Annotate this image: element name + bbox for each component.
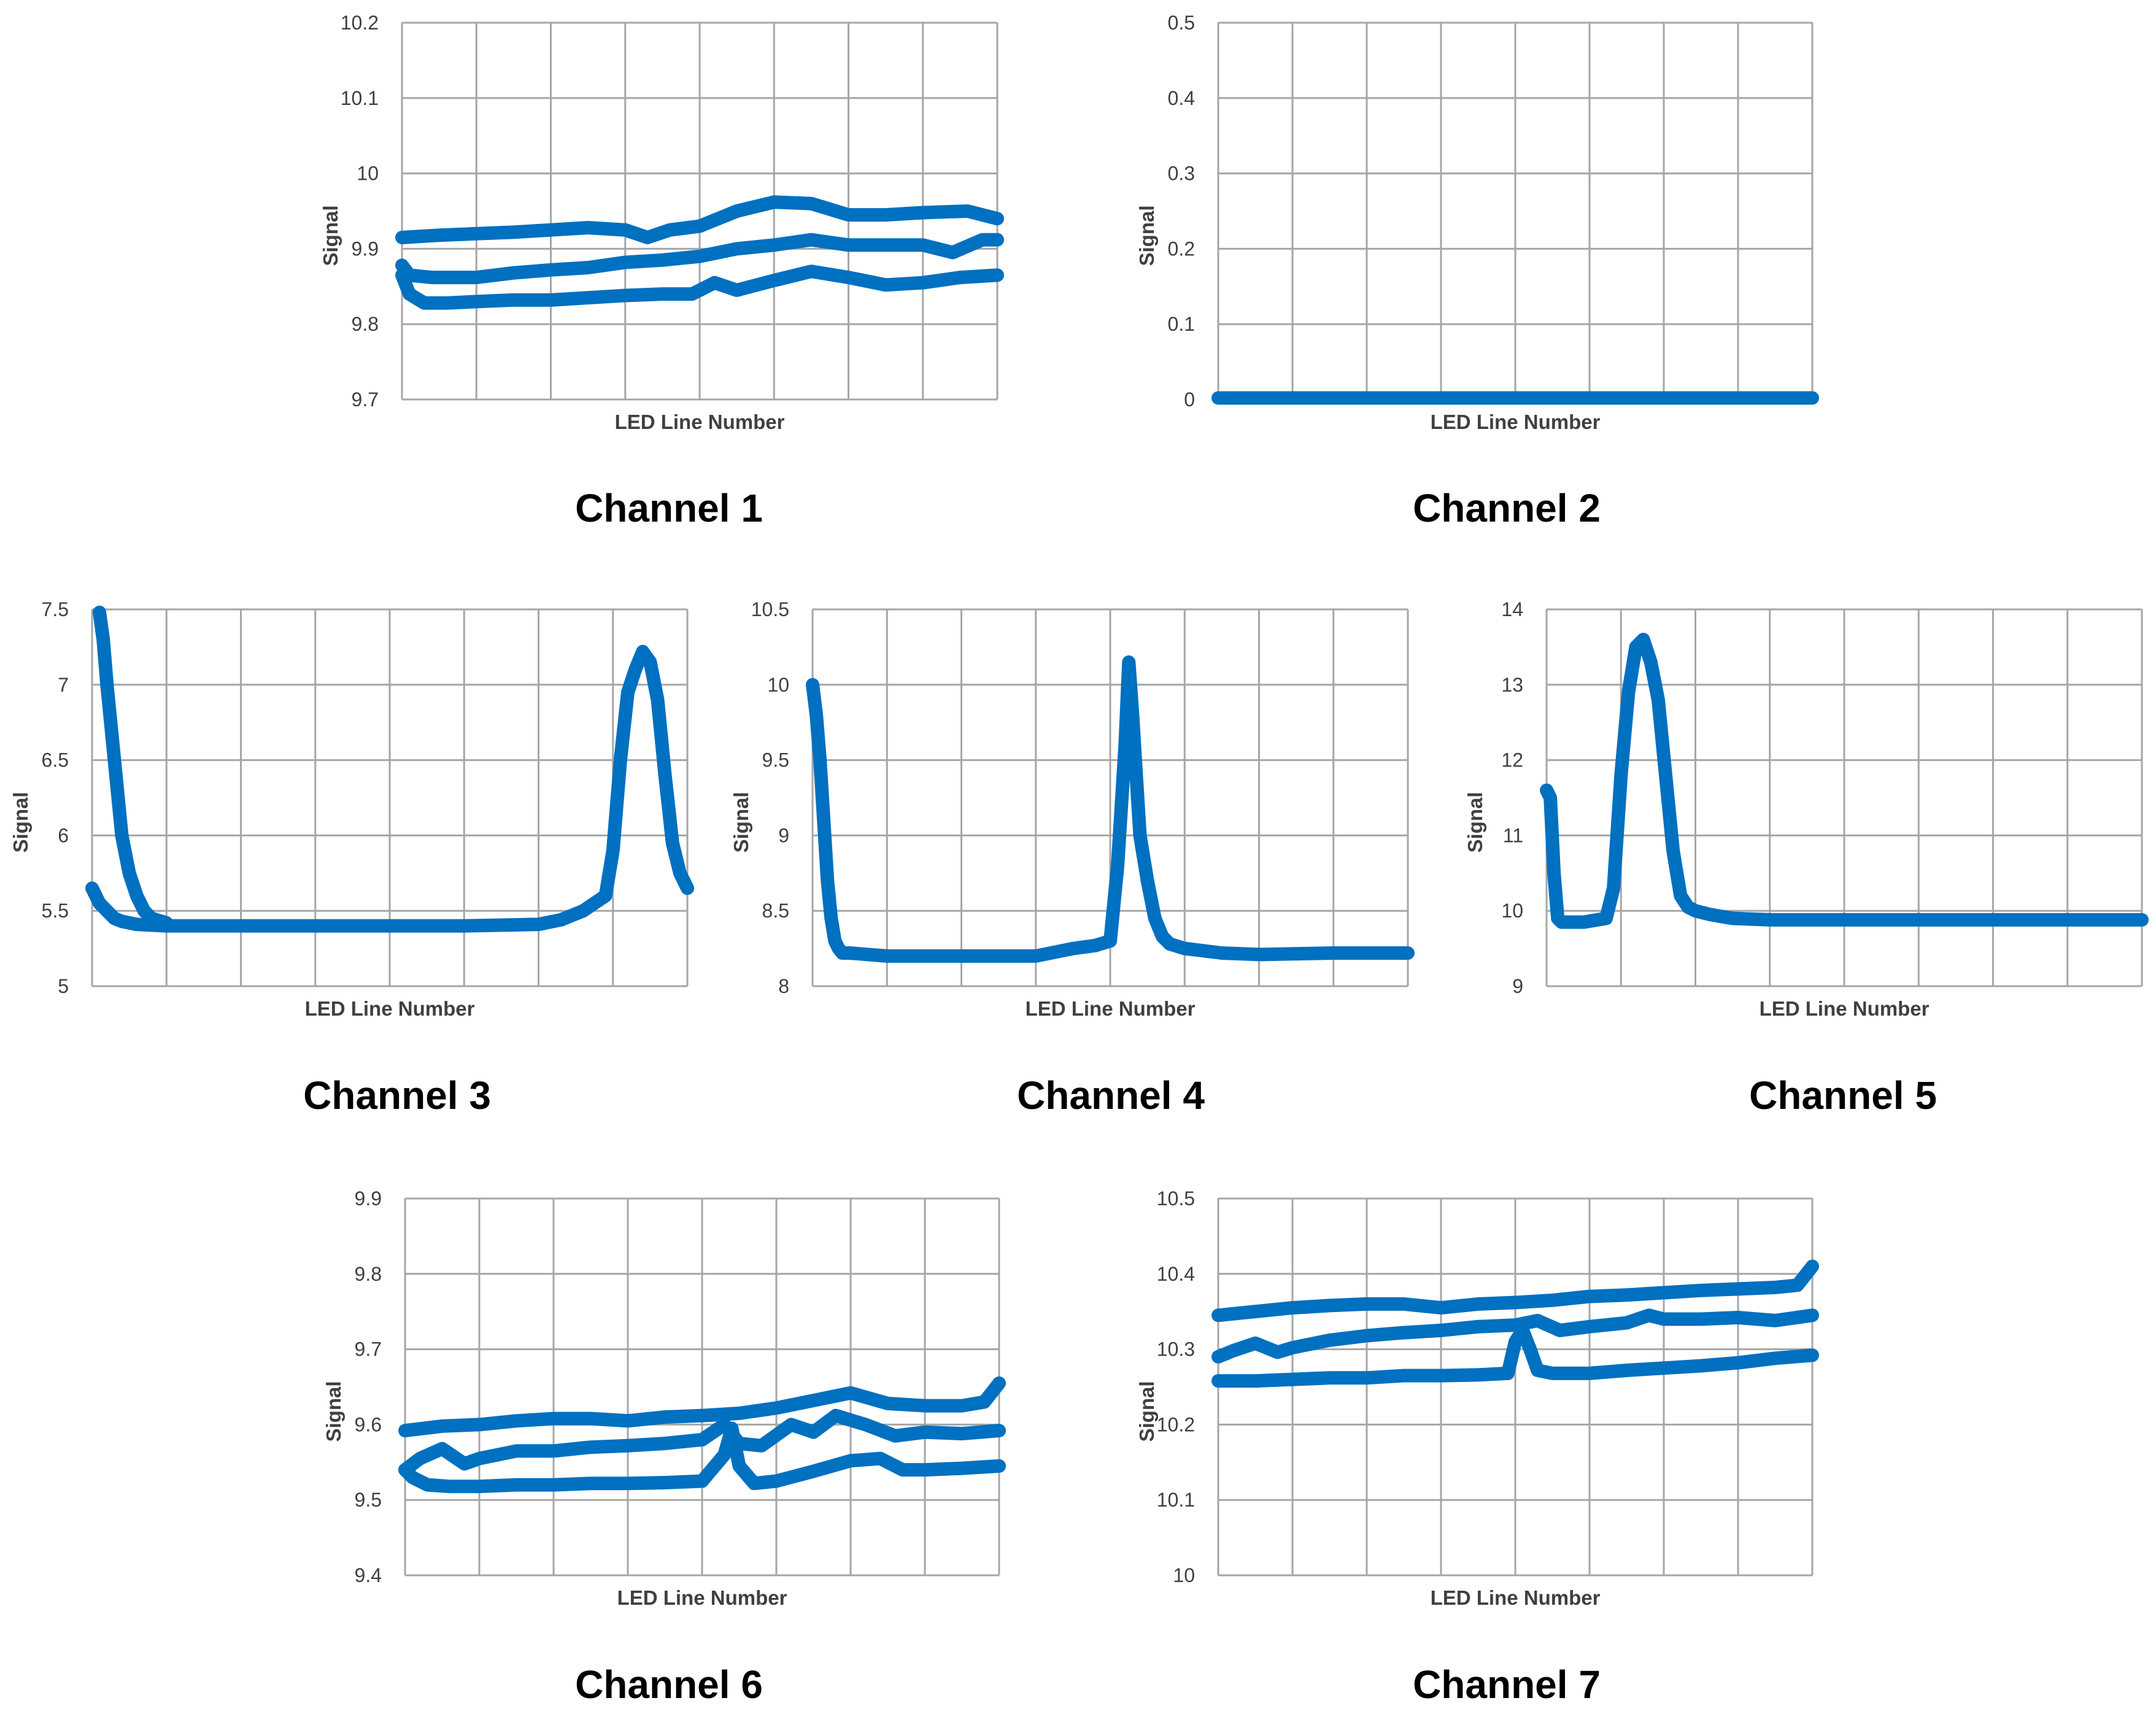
chart-caption: Channel 3: [303, 1073, 491, 1118]
chart-4: 8 8.5 9 9.5 10 10.5 LED Line Number Signal Chann…: [730, 598, 1415, 1118]
y-tick-label: 11: [1503, 824, 1523, 846]
y-tick-label: 0.5: [1168, 12, 1195, 34]
y-tick-label: 6.5: [42, 749, 69, 771]
y-tick-label: 9: [778, 824, 789, 846]
y-tick-label: 10.1: [1157, 1489, 1195, 1511]
y-tick-label: 0.3: [1168, 163, 1195, 185]
chart-caption: Channel 1: [575, 486, 763, 530]
y-tick-label: 12: [1501, 749, 1523, 771]
series-line-signal: [1540, 633, 2149, 929]
series-line-middle: [1211, 1308, 1819, 1364]
y-tick-label: 10: [767, 674, 789, 696]
y-tick-label: 9.8: [355, 1263, 382, 1285]
y-tick-label: 10: [357, 163, 379, 185]
x-axis-label: LED Line Number: [305, 997, 475, 1020]
series-line-upper: [1211, 1259, 1819, 1322]
x-axis-label: LED Line Number: [617, 1586, 787, 1609]
x-axis-label: LED Line Number: [1431, 411, 1601, 433]
y-tick-label: 13: [1501, 674, 1523, 696]
y-tick-label: 0: [1184, 388, 1195, 411]
y-tick-label: 10.4: [1157, 1263, 1195, 1285]
series-line-signal: [806, 655, 1415, 963]
y-tick-label: 10.3: [1157, 1338, 1195, 1361]
y-tick-label: 9.9: [352, 237, 379, 260]
y-tick-label: 10.2: [1157, 1413, 1195, 1435]
y-tick-label: 14: [1501, 598, 1523, 620]
x-axis-label: LED Line Number: [615, 411, 785, 433]
y-tick-label: 10.5: [751, 598, 789, 620]
x-axis-label: LED Line Number: [1431, 1586, 1601, 1609]
series-line-signal-2: [93, 605, 174, 930]
series-line-signal: [85, 644, 694, 933]
x-axis-label: LED Line Number: [1760, 997, 1930, 1020]
chart-1: 9.7 9.8 9.9 10 10.1 10.2 LED Line Number Signal…: [319, 12, 1004, 530]
y-axis-label: Signal: [322, 1381, 345, 1442]
y-tick-label: 9.7: [352, 388, 379, 411]
chart-caption: Channel 2: [1413, 486, 1601, 530]
series-line-middle: [398, 1408, 1006, 1477]
y-tick-label: 9.6: [355, 1413, 382, 1435]
y-tick-label: 7.5: [42, 598, 69, 620]
series-line-middle: [395, 233, 1004, 285]
y-tick-label: 9.7: [355, 1338, 382, 1361]
y-axis-label: Signal: [1464, 792, 1486, 852]
chart-5: 9 10 11 12 13 14 LED Line Number Signal Channel …: [1464, 598, 2149, 1118]
y-tick-label: 5: [58, 975, 69, 997]
series-line-upper: [395, 195, 1004, 244]
y-tick-label: 9.8: [352, 313, 379, 335]
y-axis-label: Signal: [730, 792, 752, 852]
y-tick-label: 9.9: [355, 1187, 382, 1210]
chart-2: 0 0.1 0.2 0.3 0.4 0.5 LED Line Number Signal Cha…: [1135, 12, 1819, 530]
chart-caption: Channel 6: [575, 1662, 763, 1707]
y-tick-label: 9.5: [355, 1489, 382, 1511]
y-tick-label: 7: [58, 674, 69, 696]
y-tick-label: 0.1: [1168, 313, 1195, 335]
y-tick-label: 0.2: [1168, 237, 1195, 260]
y-tick-label: 8.5: [762, 900, 789, 922]
y-tick-label: 10.2: [341, 12, 379, 34]
y-tick-label: 6: [58, 824, 69, 846]
y-axis-label: Signal: [319, 205, 342, 266]
chart-6: 9.4 9.5 9.6 9.7 9.8 9.9 LED Line Number Signal C…: [322, 1187, 1006, 1707]
chart-caption: Channel 7: [1413, 1662, 1601, 1707]
series-line-lower: [1211, 1323, 1819, 1388]
chart-3: 5 5.5 6 6.5 7 7.5 LED Line Number Signal Channel…: [9, 598, 694, 1118]
chart-caption: Channel 5: [1749, 1073, 1937, 1118]
y-tick-label: 10.1: [341, 87, 379, 109]
y-tick-label: 0.4: [1168, 87, 1195, 109]
series-line-lower: [395, 264, 1004, 310]
y-axis-label: Signal: [1135, 205, 1158, 266]
chart-7: 10 10.1 10.2 10.3 10.4 10.5 LED Line Number Sig…: [1135, 1187, 1819, 1707]
y-tick-label: 10: [1173, 1564, 1195, 1586]
y-tick-label: 9: [1512, 975, 1523, 997]
x-axis-label: LED Line Number: [1026, 997, 1196, 1020]
y-axis-label: Signal: [1135, 1381, 1158, 1442]
y-axis-label: Signal: [9, 792, 32, 852]
y-tick-label: 10.5: [1157, 1187, 1195, 1210]
y-tick-label: 5.5: [42, 900, 69, 922]
y-tick-label: 8: [778, 975, 789, 997]
chart-caption: Channel 4: [1017, 1073, 1205, 1118]
y-tick-label: 9.4: [355, 1564, 382, 1586]
series-line-upper: [398, 1376, 1006, 1438]
y-tick-label: 9.5: [762, 749, 789, 771]
series-line-lower: [398, 1421, 1006, 1494]
y-tick-label: 10: [1501, 900, 1523, 922]
